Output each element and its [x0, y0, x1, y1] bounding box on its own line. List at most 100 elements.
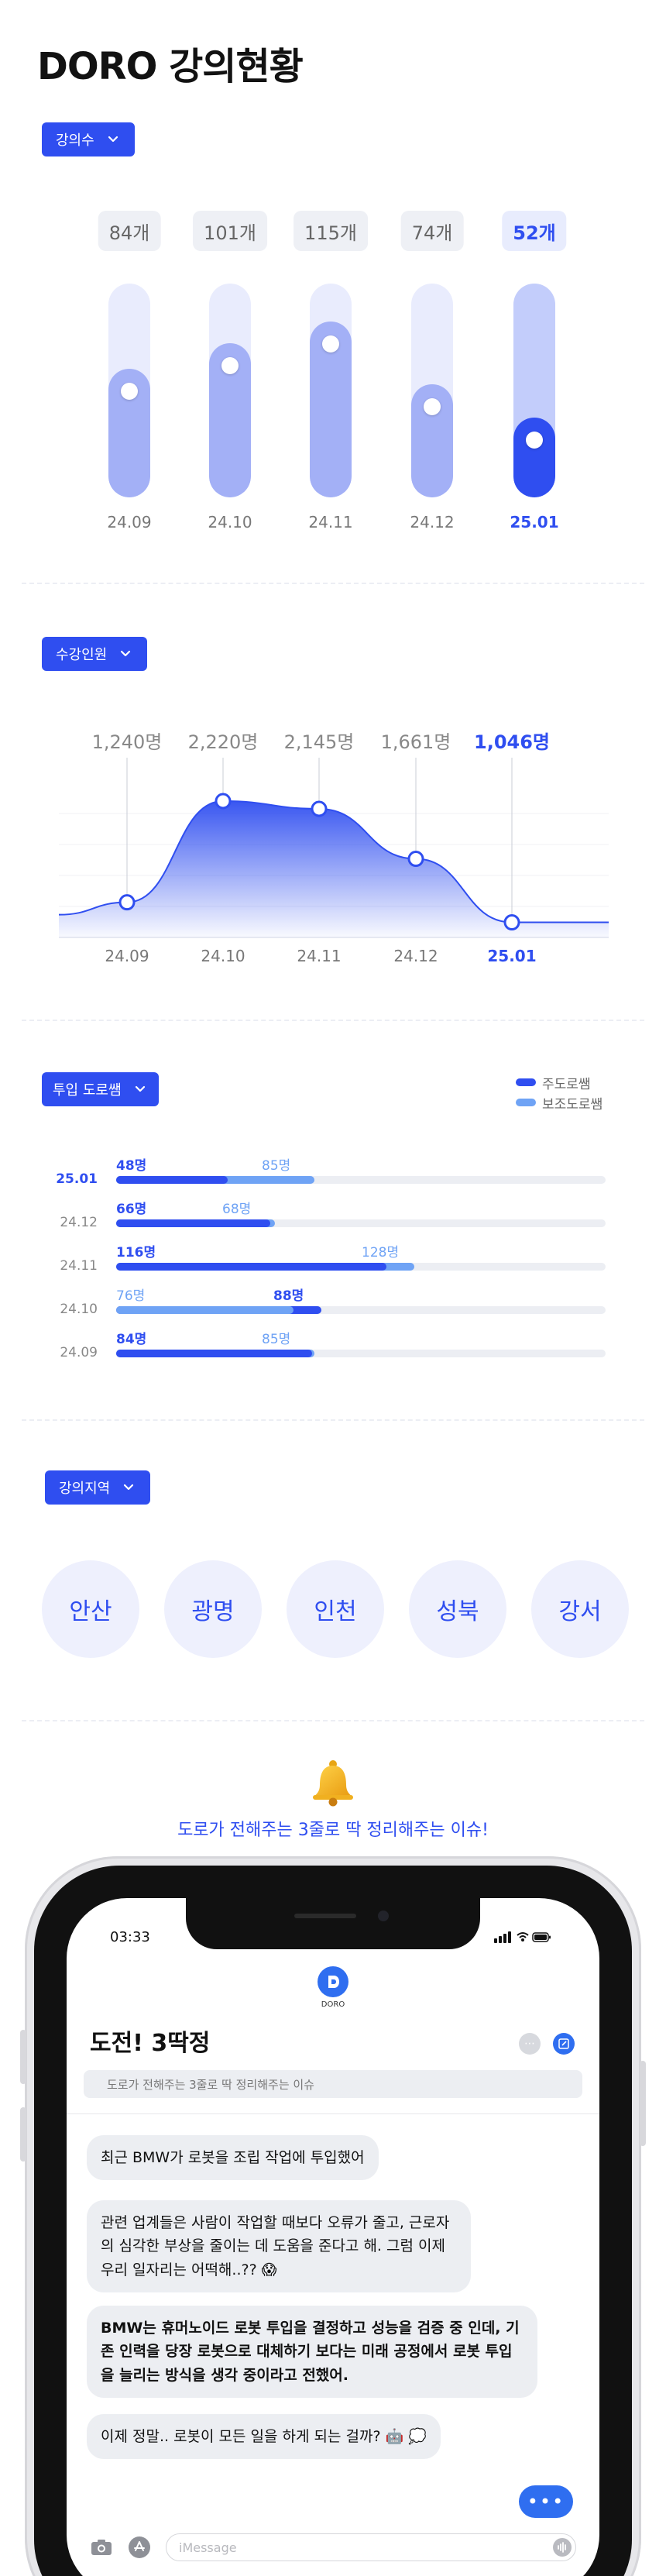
region-list: 안산 광명 인천 성북 강서 [42, 1560, 629, 1658]
main-value-label: 66명 [116, 1202, 147, 1217]
y-category-label: 24.10 [60, 1302, 98, 1317]
attendance-dropdown[interactable]: 수강인원 [42, 637, 148, 671]
message-input[interactable]: iMessage [166, 2533, 576, 2561]
legend-item-main: 주도로쌤 [516, 1072, 602, 1092]
region-dropdown[interactable]: 강의지역 [45, 1470, 151, 1505]
area-chart-svg [58, 758, 609, 938]
audio-icon[interactable] [553, 2538, 572, 2557]
compose-icon[interactable] [553, 2033, 575, 2055]
x-tick-label: 24.11 [297, 947, 342, 965]
y-category-label: 24.11 [60, 1258, 98, 1274]
instructor-legend: 주도로쌤 보조도로쌤 [516, 1072, 602, 1113]
phone-notch [186, 1898, 480, 1949]
main-value-label: 116명 [116, 1245, 156, 1260]
main-bar [116, 1263, 386, 1271]
x-tick-label: 24.09 [107, 513, 152, 531]
chat-search-bar[interactable]: 도로가 전해주는 3줄로 딱 정리해주는 이슈 [84, 2070, 582, 2098]
x-tick-label: 24.12 [393, 947, 438, 965]
phone-screen: 03:33 DORO 도전! 3딱정 ⋯ 도로가 전해주는 3줄로 딱 정리해주… [67, 1898, 599, 2576]
section-divider [22, 1020, 644, 1021]
bar-knob [322, 335, 339, 353]
region-item: 강서 [531, 1560, 629, 1658]
camera-button-icon[interactable] [90, 2538, 113, 2557]
dropdown-label: 강의수 [56, 132, 94, 149]
y-category-label: 24.09 [60, 1345, 98, 1360]
point-value-label: 2,220명 [187, 731, 259, 753]
data-point [407, 851, 424, 868]
chat-message: BMW는 휴머노이드 로봇 투입을 결정하고 성능을 검증 중 인데, 기존 인… [87, 2306, 537, 2399]
point-value-label: 1,046명 [474, 731, 550, 753]
point-value-label: 1,240명 [91, 731, 163, 753]
doro-logo-icon [318, 1966, 348, 1997]
header-divider [67, 2113, 599, 2114]
legend-label: 주도로쌤 [542, 1076, 591, 1092]
assistant-value-label: 85명 [262, 1332, 291, 1347]
lecture-count-dropdown[interactable]: 강의수 [42, 122, 135, 156]
x-tick-label: 25.01 [510, 513, 559, 531]
bell-icon [313, 1760, 353, 1807]
instructor-dropdown[interactable]: 투입 도로쌤 [42, 1072, 159, 1106]
status-icons [494, 1931, 551, 1943]
assistant-value-label: 128명 [362, 1245, 400, 1260]
app-store-icon[interactable] [129, 2536, 150, 2558]
y-category-label: 24.12 [60, 1215, 98, 1230]
main-value-label: 88명 [273, 1288, 304, 1304]
data-point [311, 800, 328, 817]
typing-indicator: ••• [519, 2485, 573, 2518]
point-value-label: 1,661명 [380, 731, 451, 753]
phone-side-button [20, 2030, 26, 2084]
issue-caption: 도로가 전해주는 3줄로 딱 정리해주는 이슈! [177, 1821, 489, 1840]
section-divider [22, 1419, 644, 1421]
data-point [215, 793, 232, 810]
main-bar [116, 1176, 228, 1184]
x-tick-label: 25.01 [487, 947, 537, 965]
bar-track [116, 1219, 606, 1227]
region-item: 성북 [409, 1560, 506, 1658]
more-icon[interactable]: ⋯ [519, 2033, 541, 2055]
main-value-label: 84명 [116, 1332, 147, 1347]
bar-knob [121, 383, 138, 400]
bar-knob [424, 398, 441, 415]
dropdown-label: 투입 도로쌤 [53, 1082, 122, 1099]
main-value-label: 48명 [116, 1158, 147, 1174]
y-category-label: 25.01 [56, 1171, 98, 1187]
assistant-value-label: 85명 [262, 1158, 291, 1174]
bar-knob [221, 357, 239, 374]
legend-item-assistant: 보조도로쌤 [516, 1092, 602, 1113]
region-item: 광명 [164, 1560, 262, 1658]
status-time: 03:33 [110, 1929, 150, 1945]
x-tick-label: 24.10 [201, 947, 245, 965]
bar-value-label: 52개 [502, 211, 567, 251]
bar-track [116, 1263, 606, 1271]
region-item: 인천 [287, 1560, 384, 1658]
section-divider [22, 1720, 644, 1721]
bar-track [310, 284, 352, 497]
bar [513, 418, 555, 497]
dropdown-label: 수강인원 [56, 647, 108, 663]
bar-track [116, 1176, 606, 1184]
area-fill [59, 801, 609, 937]
chevron-down-icon [108, 136, 118, 143]
bar-value-label: 84개 [98, 211, 161, 251]
bar-track [411, 284, 453, 497]
camera-icon [378, 1911, 389, 1921]
section-divider [22, 583, 644, 584]
main-bar [116, 1350, 312, 1357]
bar-knob [526, 432, 543, 449]
x-tick-label: 24.10 [208, 513, 252, 531]
chevron-down-icon [135, 1085, 145, 1092]
lecture-count-chart: 84개 24.09 101개 24.10 115개 24.11 74개 24.12 52개 25.… [0, 201, 666, 542]
data-point [118, 894, 136, 911]
legend-swatch [516, 1099, 536, 1106]
data-point [503, 914, 520, 931]
legend-swatch [516, 1078, 536, 1086]
assistant-value-label: 76명 [116, 1288, 146, 1304]
chevron-down-icon [124, 1484, 134, 1491]
bar-value-label: 115개 [294, 211, 368, 251]
instructor-chart: 25.01 48명 85명 24.12 66명 68명 24.11 116명 128명 24.10… [0, 1154, 666, 1379]
chat-message: 이제 정말.. 로봇이 모든 일을 하게 되는 걸까? 🤖 💭 [87, 2414, 441, 2460]
dropdown-label: 강의지역 [59, 1481, 111, 1497]
bar-track [116, 1350, 606, 1357]
bar-track [209, 284, 251, 497]
chat-message: 관련 업계들은 사람이 작업할 때보다 오류가 줄고, 근로자의 심각한 부상을… [87, 2200, 471, 2293]
